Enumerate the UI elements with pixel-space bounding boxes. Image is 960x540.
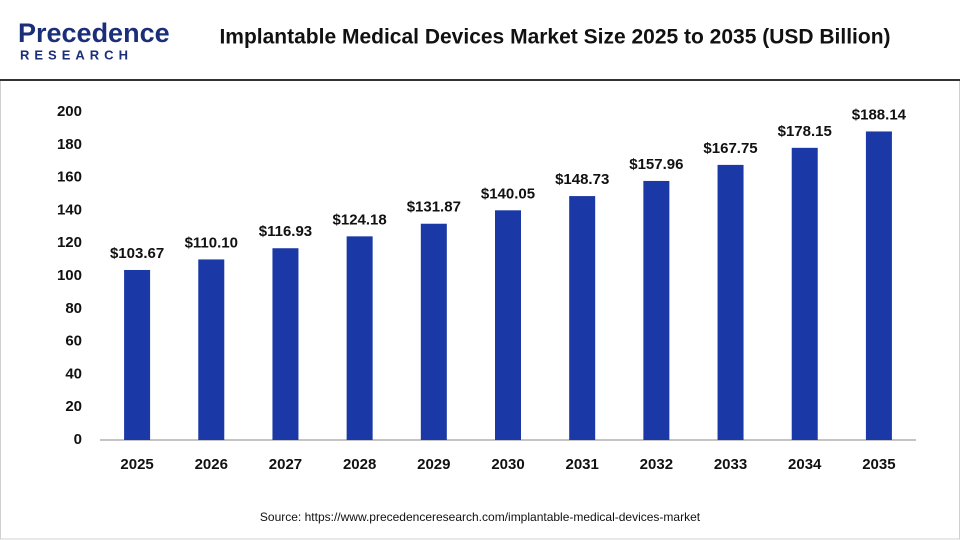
x-tick-label: 2026 (195, 456, 228, 473)
y-tick-label: 140 (57, 201, 82, 218)
y-tick-label: 160 (57, 169, 82, 186)
bar (569, 196, 596, 440)
value-label: $178.15 (778, 123, 832, 140)
value-label: $110.10 (185, 234, 238, 251)
y-tick-label: 20 (65, 398, 82, 415)
bar (495, 210, 521, 440)
y-tick-label: 80 (65, 300, 82, 317)
bar (865, 131, 892, 441)
value-label: $157.96 (629, 156, 683, 173)
value-label: $124.18 (333, 211, 387, 228)
value-label: $148.73 (555, 171, 609, 188)
bar (791, 147, 818, 441)
y-tick-label: 60 (65, 333, 82, 350)
y-tick-label: 180 (57, 136, 82, 153)
bar (717, 164, 744, 440)
x-tick-label: 2029 (417, 456, 450, 473)
y-tick-label: 40 (65, 365, 82, 382)
x-tick-label: 2032 (640, 456, 673, 473)
y-tick-label: 120 (57, 234, 82, 251)
x-tick-label: 2033 (714, 456, 747, 473)
chart-title: Implantable Medical Devices Market Size … (219, 26, 890, 49)
value-label: $167.75 (703, 140, 757, 157)
x-tick-label: 2027 (269, 456, 302, 473)
bar (420, 223, 447, 440)
x-tick-label: 2034 (788, 456, 822, 473)
x-tick-label: 2035 (862, 456, 895, 473)
bar (198, 259, 225, 440)
bar (643, 180, 670, 440)
x-tick-label: 2031 (565, 456, 598, 473)
x-tick-label: 2028 (343, 456, 376, 473)
y-tick-label: 0 (74, 431, 82, 448)
value-label: $131.87 (407, 199, 461, 216)
logo-name: Precedence (18, 18, 170, 48)
y-tick-label: 100 (57, 267, 82, 284)
bar (272, 248, 299, 440)
value-label: $188.14 (852, 106, 907, 123)
x-tick-label: 2030 (491, 456, 524, 473)
value-label: $140.05 (481, 185, 535, 202)
source-note: Source: https://www.precedenceresearch.c… (260, 510, 701, 524)
bar (124, 269, 151, 440)
logo-tagline: RESEARCH (20, 47, 133, 62)
bar (346, 236, 373, 440)
y-tick-label: 200 (57, 103, 82, 120)
x-tick-label: 2025 (120, 456, 153, 473)
value-label: $103.67 (110, 245, 164, 262)
value-label: $116.93 (259, 223, 312, 240)
